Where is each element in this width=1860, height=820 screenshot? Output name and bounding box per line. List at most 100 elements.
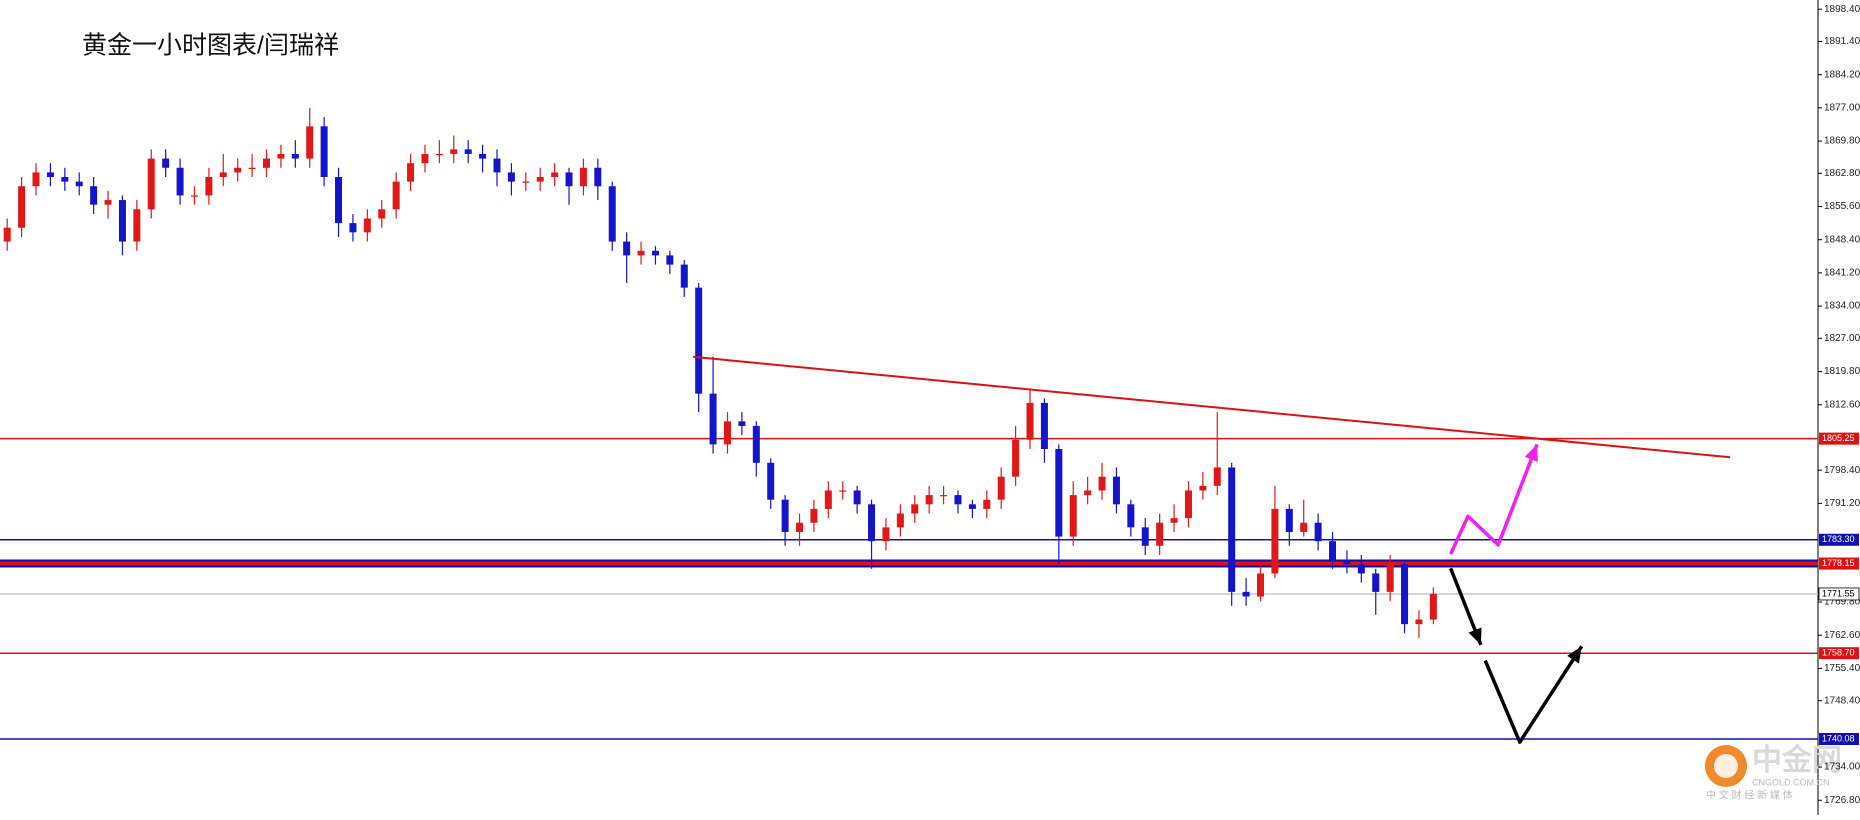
level-label-box bbox=[1819, 432, 1859, 445]
candle-body bbox=[1069, 495, 1077, 537]
level-label: 1805.25 bbox=[1822, 433, 1855, 443]
y-tick-label: 1798.40 bbox=[1824, 465, 1860, 476]
candle-body bbox=[839, 490, 847, 492]
candle-body bbox=[738, 421, 746, 426]
candle-body bbox=[1256, 573, 1264, 597]
candle-body bbox=[1127, 504, 1135, 528]
candle-body bbox=[1271, 508, 1279, 574]
candle-body bbox=[1314, 522, 1322, 542]
candle-body bbox=[320, 126, 328, 178]
level-label: 1758.70 bbox=[1822, 648, 1855, 658]
candle-body bbox=[536, 177, 544, 182]
candle-body bbox=[1199, 485, 1207, 491]
y-tick-label: 1769.80 bbox=[1824, 597, 1860, 608]
candle-body bbox=[1213, 467, 1221, 486]
level-label: 1778.15 bbox=[1822, 558, 1855, 568]
candle-body bbox=[1285, 508, 1293, 532]
candle-body bbox=[796, 522, 804, 532]
candle-body bbox=[551, 172, 559, 178]
candle-body bbox=[853, 490, 861, 505]
candle-body bbox=[407, 163, 415, 182]
candle-body bbox=[1415, 619, 1423, 625]
candle-body bbox=[263, 158, 271, 168]
candle-body bbox=[421, 153, 429, 164]
y-tick-label: 1834.00 bbox=[1824, 301, 1860, 312]
level-label-box bbox=[1819, 647, 1859, 660]
candle-body bbox=[522, 181, 530, 183]
y-tick-label: 1755.40 bbox=[1824, 663, 1860, 674]
y-tick-label: 1827.00 bbox=[1824, 333, 1860, 344]
y-tick-label: 1791.20 bbox=[1824, 498, 1860, 509]
candle-body bbox=[335, 177, 343, 224]
candle-body bbox=[637, 250, 645, 256]
candle-body bbox=[32, 172, 40, 187]
candle-body bbox=[176, 167, 184, 196]
candle-body bbox=[104, 200, 112, 205]
y-tick-label: 1726.80 bbox=[1824, 795, 1860, 806]
candle-body bbox=[781, 499, 789, 532]
candle-body bbox=[1329, 541, 1337, 560]
candle-body bbox=[1242, 591, 1250, 597]
candle-body bbox=[623, 241, 631, 256]
candle-body bbox=[306, 126, 314, 159]
candle-body bbox=[118, 200, 126, 242]
y-tick-label: 1762.60 bbox=[1824, 630, 1860, 641]
candle-body bbox=[579, 167, 587, 187]
candle-body bbox=[868, 504, 876, 542]
candle-body bbox=[1300, 522, 1308, 532]
arrow-path bbox=[1483, 645, 1584, 744]
candle-body bbox=[450, 149, 458, 154]
watermark: 中金网 CNGOLD.COM.CN 中 文 财 经 新 媒 体 bbox=[1705, 743, 1842, 802]
candle-body bbox=[363, 218, 371, 233]
arrow-head bbox=[1524, 444, 1538, 462]
candle-body bbox=[983, 499, 991, 509]
candle-body bbox=[1429, 593, 1437, 620]
candle-body bbox=[61, 177, 69, 182]
candle-body bbox=[925, 495, 933, 505]
candle-body bbox=[349, 223, 357, 233]
y-tick-label: 1855.60 bbox=[1824, 201, 1860, 212]
level-label-box bbox=[1819, 533, 1859, 546]
candle-body bbox=[162, 158, 170, 168]
candle-body bbox=[248, 167, 256, 169]
candle-body bbox=[234, 167, 242, 173]
y-tick-label: 1812.60 bbox=[1824, 399, 1860, 410]
candle-body bbox=[133, 209, 141, 242]
candle-body bbox=[1055, 448, 1063, 537]
candle-body bbox=[1372, 573, 1380, 592]
candle-body bbox=[1357, 564, 1365, 574]
watermark-url: CNGOLD.COM.CN bbox=[1752, 777, 1830, 787]
chart-title: 黄金一小时图表/闫瑞祥 bbox=[82, 32, 339, 60]
watermark-name: 中金网 bbox=[1752, 743, 1842, 777]
candle-body bbox=[1026, 402, 1034, 440]
arrow-head bbox=[1567, 646, 1582, 664]
candle-body bbox=[940, 495, 948, 497]
y-tick-label: 1884.20 bbox=[1824, 69, 1860, 80]
candle-body bbox=[392, 181, 400, 210]
candle-body bbox=[1228, 467, 1236, 592]
candle-body bbox=[46, 172, 54, 178]
level-label-box bbox=[1819, 557, 1859, 570]
candle-body bbox=[1343, 559, 1351, 565]
candle-body bbox=[277, 153, 285, 159]
candle-body bbox=[1386, 564, 1394, 592]
candle-body bbox=[1098, 476, 1106, 491]
candle-body bbox=[666, 255, 674, 265]
y-tick-label: 1877.00 bbox=[1824, 103, 1860, 114]
candle-body bbox=[1112, 476, 1120, 505]
candle-body bbox=[752, 425, 760, 463]
y-tick-label: 1841.20 bbox=[1824, 268, 1860, 279]
candle-body bbox=[205, 177, 213, 196]
candle-body bbox=[824, 490, 832, 509]
watermark-tagline: 中 文 财 经 新 媒 体 bbox=[1706, 789, 1793, 802]
candle-body bbox=[997, 476, 1005, 500]
level-label: 1771.55 bbox=[1822, 588, 1855, 598]
y-tick-label: 1898.40 bbox=[1824, 4, 1860, 15]
y-tick-label: 1748.40 bbox=[1824, 695, 1860, 706]
candle-body bbox=[911, 504, 919, 514]
candle-body bbox=[3, 227, 11, 242]
level-label-box bbox=[1818, 587, 1860, 601]
